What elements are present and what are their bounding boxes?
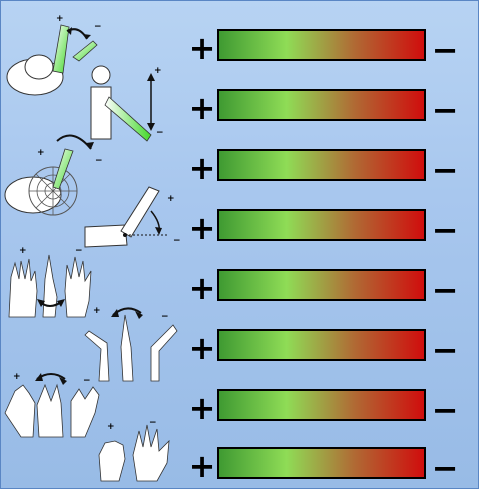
svg-text:−: − <box>95 156 103 166</box>
decrease-button-8[interactable]: − <box>431 449 459 487</box>
control-row-5: + − <box>187 269 477 307</box>
gradient-bar-7[interactable] <box>217 389 426 421</box>
forearm-rotation-illustration: + − <box>8 246 92 318</box>
illus-plus-label: + <box>56 14 64 24</box>
control-row-3: + − <box>187 149 477 187</box>
svg-text:−: − <box>149 418 157 428</box>
increase-button-8[interactable]: + <box>188 447 216 485</box>
decrease-button-6[interactable]: − <box>431 331 459 369</box>
gradient-bar-4[interactable] <box>217 209 426 241</box>
decrease-button-5[interactable]: − <box>431 271 459 309</box>
control-row-8: + − <box>187 447 477 485</box>
shoulder-rotation-illustration: + − <box>4 134 103 216</box>
gradient-bar-1[interactable] <box>217 29 426 61</box>
wrist-deviation-illustration: + − <box>84 306 178 382</box>
decrease-button-4[interactable]: − <box>431 211 459 249</box>
increase-button-5[interactable]: + <box>188 269 216 307</box>
control-row-4: + − <box>187 209 477 247</box>
svg-text:−: − <box>161 312 169 322</box>
control-row-6: + − <box>187 329 477 367</box>
svg-text:+: + <box>19 246 27 256</box>
increase-button-4[interactable]: + <box>188 209 216 247</box>
shoulder-flexion-illustration: + − <box>6 14 102 96</box>
hand-grasp-illustration: + − <box>98 418 170 482</box>
gradient-bar-5[interactable] <box>217 269 426 301</box>
increase-button-1[interactable]: + <box>188 29 216 67</box>
increase-button-7[interactable]: + <box>188 389 216 427</box>
increase-button-2[interactable]: + <box>188 89 216 127</box>
svg-text:+: + <box>107 422 115 432</box>
svg-text:−: − <box>75 246 83 256</box>
arm-raise-illustration: + − <box>90 65 164 142</box>
decrease-button-7[interactable]: − <box>431 391 459 429</box>
decrease-button-1[interactable]: − <box>431 31 459 69</box>
control-row-7: + − <box>187 389 477 427</box>
svg-text:+: + <box>154 66 162 76</box>
decrease-button-3[interactable]: − <box>431 151 459 189</box>
svg-text:−: − <box>173 236 181 246</box>
svg-text:−: − <box>83 376 91 386</box>
wrist-flexion-illustration: + − <box>4 372 100 438</box>
control-row-1: + − <box>187 29 477 67</box>
svg-text:+: + <box>13 372 21 382</box>
increase-button-3[interactable]: + <box>188 149 216 187</box>
svg-text:+: + <box>93 306 101 316</box>
elbow-flexion-illustration: + − <box>84 186 181 248</box>
illus-minus-label: − <box>94 22 102 32</box>
decrease-button-2[interactable]: − <box>431 91 459 129</box>
gradient-bar-2[interactable] <box>217 89 426 121</box>
gradient-bar-3[interactable] <box>217 149 426 181</box>
motion-illustrations: + − + − + − <box>4 14 181 482</box>
svg-text:+: + <box>37 148 45 158</box>
svg-text:+: + <box>167 194 175 204</box>
svg-text:−: − <box>156 128 164 138</box>
increase-button-6[interactable]: + <box>188 329 216 367</box>
gradient-bar-8[interactable] <box>217 447 426 479</box>
control-row-2: + − <box>187 89 477 127</box>
gradient-bar-6[interactable] <box>217 329 426 361</box>
